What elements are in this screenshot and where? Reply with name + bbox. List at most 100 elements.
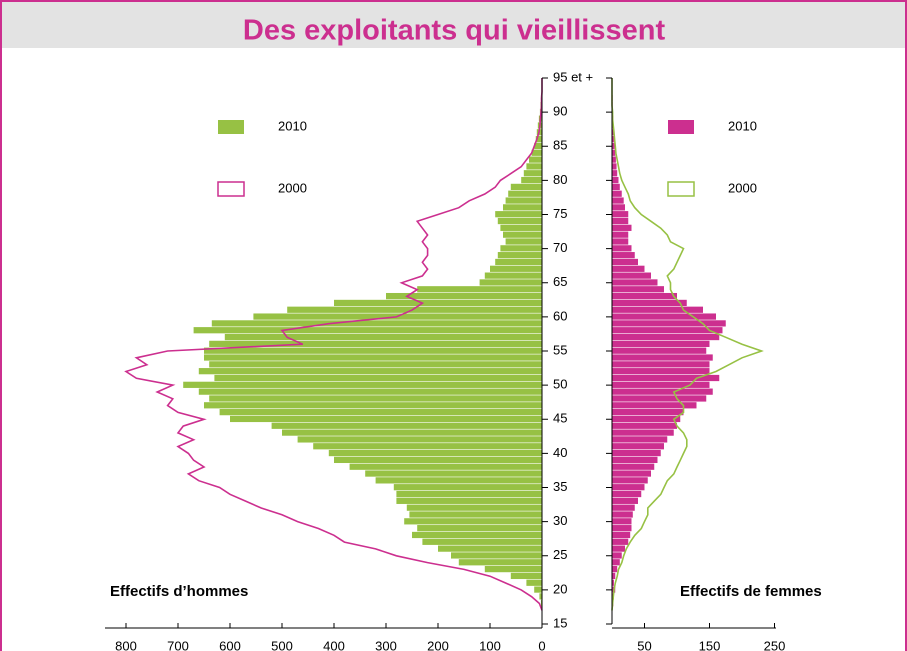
line [124, 78, 543, 611]
bar [612, 211, 629, 218]
bar [183, 381, 542, 388]
bar [422, 538, 542, 545]
bar [526, 163, 542, 170]
bar [612, 415, 681, 423]
x-tick-label: 200 [427, 638, 449, 651]
bar [271, 422, 542, 429]
x-tick-label: 150 [699, 638, 721, 651]
axis-label: Effectifs de femmes [680, 583, 822, 600]
bar [438, 545, 542, 552]
bar [612, 490, 642, 498]
bar [540, 600, 542, 607]
bar [224, 333, 543, 341]
axis-label: Effectifs d’hommes [110, 583, 248, 600]
bar [404, 518, 542, 525]
bar [612, 470, 651, 477]
bar [612, 197, 624, 204]
y-tick-label: 90 [553, 104, 567, 119]
bar [612, 170, 618, 177]
bar [612, 190, 622, 197]
bar [612, 354, 713, 361]
bar [230, 415, 542, 423]
bar [393, 484, 542, 491]
legend-label: 2000 [278, 180, 307, 195]
x-tick-label: 500 [271, 638, 293, 651]
bar [505, 197, 542, 204]
y-tick-label: 75 [553, 206, 567, 221]
bar [612, 531, 631, 539]
bar [612, 409, 684, 416]
bar [198, 388, 543, 395]
legend-swatch [668, 120, 694, 134]
y-tick-label: 70 [553, 240, 567, 255]
bar [612, 333, 720, 341]
bar [612, 484, 645, 491]
bar [612, 525, 632, 532]
x-tick-label: 400 [323, 638, 345, 651]
bar [484, 272, 542, 279]
bar [198, 368, 543, 375]
bar [484, 565, 542, 573]
bar [526, 579, 542, 586]
bar [612, 545, 625, 552]
bar [406, 504, 542, 511]
y-tick-label: 35 [553, 479, 567, 494]
bar [209, 395, 542, 402]
bar [612, 327, 723, 334]
legend-label: 2010 [278, 118, 307, 133]
bar [313, 443, 542, 450]
y-tick-label: 30 [553, 513, 567, 528]
bar [612, 238, 629, 245]
legend-label: 2010 [728, 118, 757, 133]
bar [612, 231, 629, 238]
bar [328, 449, 542, 457]
legend-swatch [667, 181, 695, 197]
bar [612, 299, 687, 307]
bar [612, 258, 638, 266]
bar [523, 170, 542, 177]
y-tick-label: 95 et + [553, 69, 593, 84]
x-tick-label: 0 [538, 638, 545, 651]
bar [503, 231, 542, 238]
bar [503, 204, 542, 211]
bar [612, 224, 632, 231]
y-tick-label: 55 [553, 342, 567, 357]
bar [497, 252, 542, 259]
bar [500, 224, 542, 231]
bar [612, 443, 664, 450]
bar [612, 252, 635, 259]
y-tick-label: 50 [553, 377, 567, 392]
y-tick-label: 25 [553, 547, 567, 562]
bar [204, 402, 542, 409]
bar [204, 354, 542, 361]
bar [612, 456, 658, 464]
bar [612, 449, 661, 457]
bar [211, 320, 543, 327]
bar [612, 306, 703, 313]
bar [297, 436, 542, 443]
bar [612, 511, 633, 518]
bar [612, 497, 638, 504]
y-tick-label: 80 [553, 172, 567, 187]
bar [396, 490, 542, 498]
bar [510, 572, 542, 580]
bar [535, 136, 542, 143]
bar [612, 361, 710, 368]
bar [612, 565, 618, 573]
x-tick-label: 800 [115, 638, 137, 651]
bar [612, 142, 615, 150]
bar [375, 477, 542, 484]
bar [612, 183, 620, 191]
bar [612, 136, 614, 143]
y-tick-label: 65 [553, 274, 567, 289]
bar [612, 176, 619, 184]
x-tick-label: 100 [479, 638, 501, 651]
bar [612, 559, 620, 566]
bar [612, 538, 629, 545]
legend-label: 2000 [728, 180, 757, 195]
y-tick-label: 40 [553, 445, 567, 460]
bar [282, 429, 542, 436]
bar [612, 320, 726, 327]
bar [365, 470, 542, 477]
